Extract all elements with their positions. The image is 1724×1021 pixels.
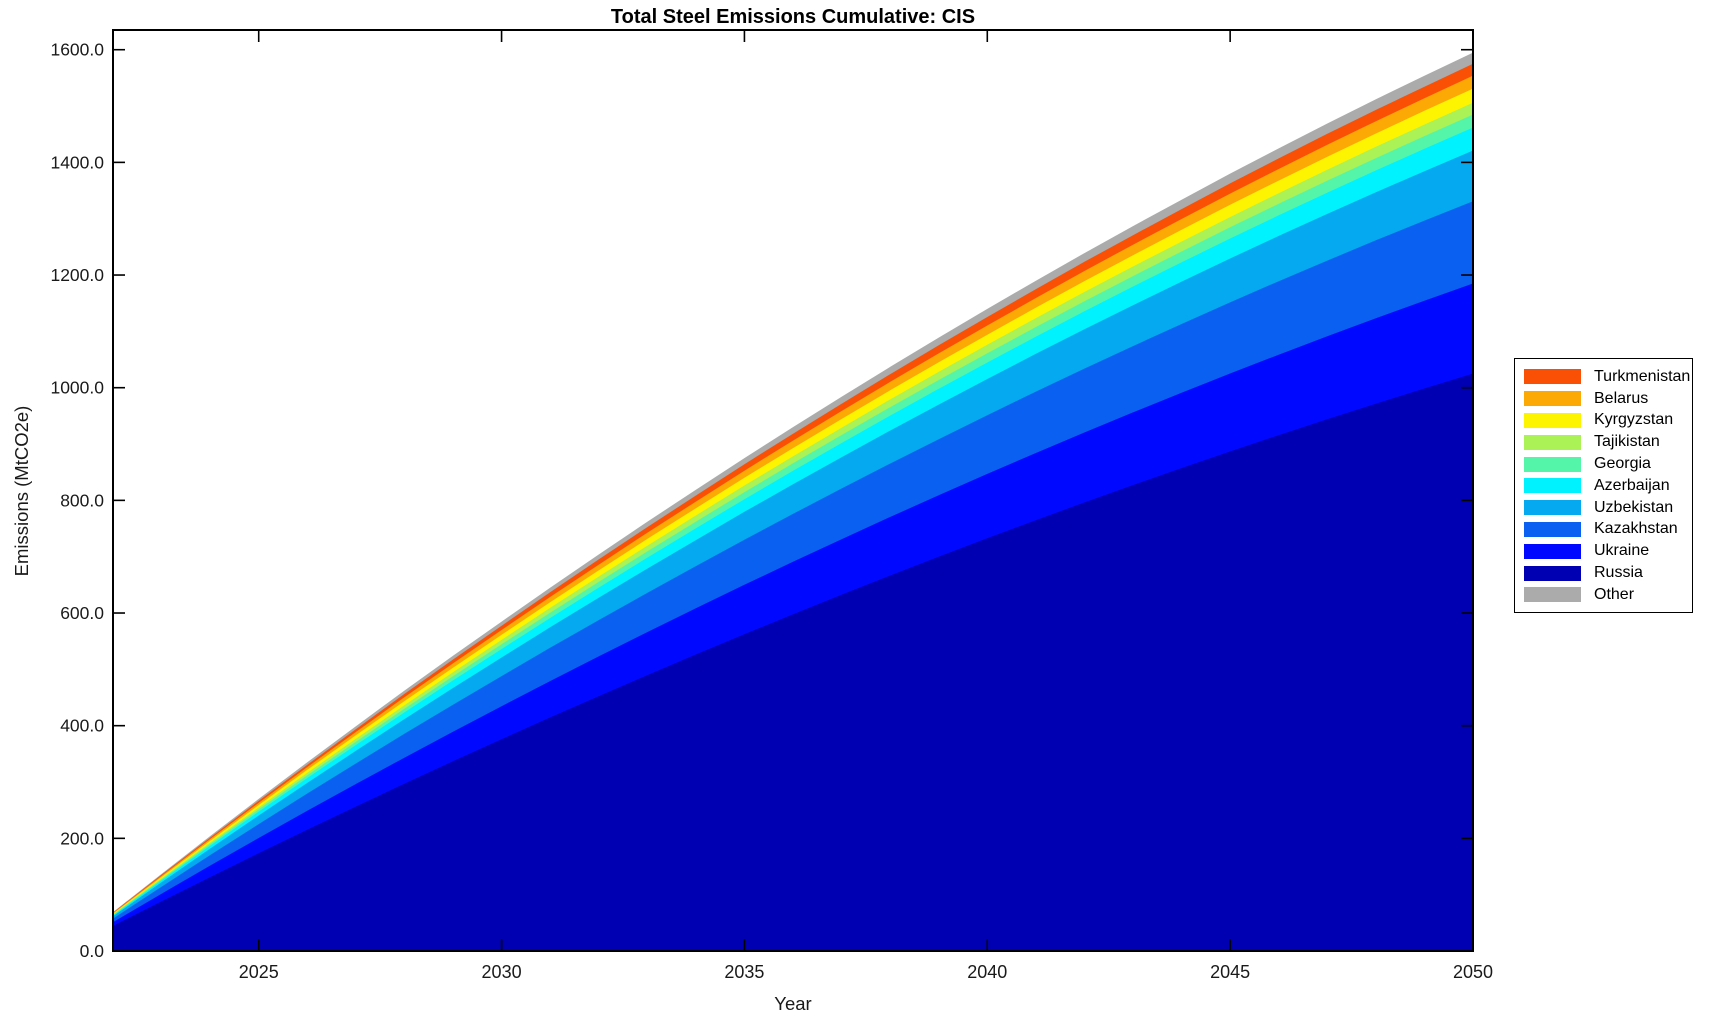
- legend-label: Kyrgyzstan: [1594, 411, 1674, 429]
- legend-swatch-uzbekistan: [1524, 500, 1581, 516]
- y-tick-label: 0.0: [80, 941, 105, 961]
- y-tick-label: 400.0: [60, 716, 104, 736]
- y-tick-label: 1200.0: [50, 265, 104, 285]
- legend-label: Georgia: [1594, 455, 1651, 473]
- legend-item-tajikistan: Tajikistan: [1515, 431, 1692, 453]
- legend-label: Russia: [1594, 564, 1643, 582]
- x-tick-label: 2030: [482, 962, 522, 982]
- legend-label: Turkmenistan: [1594, 367, 1691, 385]
- legend-swatch-georgia: [1524, 456, 1581, 472]
- legend-item-uzbekistan: Uzbekistan: [1515, 497, 1692, 519]
- legend-item-ukraine: Ukraine: [1515, 540, 1692, 562]
- legend-item-belarus: Belarus: [1515, 388, 1692, 410]
- legend-label: Belarus: [1594, 389, 1649, 407]
- legend-swatch-turkmenistan: [1524, 369, 1581, 385]
- legend-label: Ukraine: [1594, 542, 1650, 560]
- legend-item-georgia: Georgia: [1515, 453, 1692, 475]
- chart-title: Total Steel Emissions Cumulative: CIS: [610, 6, 976, 28]
- legend-swatch-other: [1524, 587, 1581, 603]
- x-tick-label: 2025: [239, 962, 279, 982]
- legend-swatch-kyrgyzstan: [1524, 412, 1581, 428]
- legend-label: Azerbaijan: [1594, 476, 1670, 494]
- legend-label: Tajikistan: [1594, 433, 1660, 451]
- legend-label: Uzbekistan: [1594, 498, 1674, 516]
- legend-item-kyrgyzstan: Kyrgyzstan: [1515, 410, 1692, 432]
- legend-item-other: Other: [1515, 584, 1692, 606]
- legend-item-turkmenistan: Turkmenistan: [1515, 366, 1692, 388]
- legend: Turkmenistan Belarus Kyrgyzstan Tajikistan G…: [1514, 358, 1693, 613]
- x-tick-label: 2045: [1210, 962, 1250, 982]
- area-russia: [113, 373, 1473, 952]
- y-tick-label: 800.0: [60, 490, 104, 510]
- y-axis-label: Emissions (MtCO2e): [11, 405, 32, 577]
- x-axis-label: Year: [774, 993, 812, 1014]
- y-tick-label: 1000.0: [50, 378, 104, 398]
- y-tick-label: 200.0: [60, 828, 104, 848]
- legend-label: Kazakhstan: [1594, 520, 1678, 538]
- legend-item-azerbaijan: Azerbaijan: [1515, 475, 1692, 497]
- legend-item-kazakhstan: Kazakhstan: [1515, 519, 1692, 541]
- legend-swatch-azerbaijan: [1524, 478, 1581, 494]
- x-tick-label: 2040: [967, 962, 1007, 982]
- y-tick-label: 1600.0: [50, 40, 104, 60]
- legend-item-russia: Russia: [1515, 562, 1692, 584]
- legend-swatch-ukraine: [1524, 543, 1581, 559]
- legend-label: Other: [1594, 585, 1635, 603]
- y-tick-label: 1400.0: [50, 152, 104, 172]
- legend-swatch-tajikistan: [1524, 434, 1581, 450]
- x-tick-label: 2035: [724, 962, 764, 982]
- x-tick-label: 2050: [1453, 962, 1493, 982]
- legend-swatch-kazakhstan: [1524, 521, 1581, 537]
- axes-frame: [112, 29, 1474, 952]
- legend-swatch-belarus: [1524, 391, 1581, 407]
- legend-swatch-russia: [1524, 565, 1581, 581]
- y-tick-label: 600.0: [60, 603, 104, 623]
